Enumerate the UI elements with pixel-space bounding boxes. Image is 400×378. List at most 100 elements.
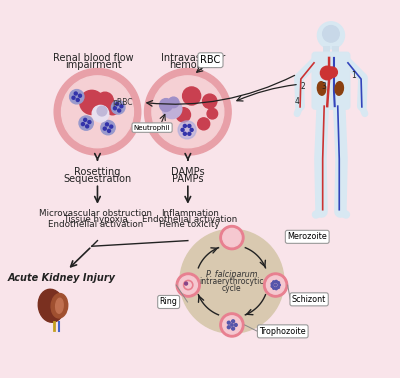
Ellipse shape bbox=[335, 82, 344, 95]
Circle shape bbox=[271, 283, 273, 285]
Text: Schizont: Schizont bbox=[292, 295, 326, 304]
Text: Endothelial activation: Endothelial activation bbox=[48, 220, 143, 229]
Text: Tissue hypoxia: Tissue hypoxia bbox=[63, 215, 128, 224]
Circle shape bbox=[198, 118, 210, 130]
Text: PAMPs: PAMPs bbox=[172, 174, 204, 184]
Circle shape bbox=[178, 121, 196, 139]
Text: Inflammation: Inflammation bbox=[161, 209, 219, 218]
Text: DAMPs: DAMPs bbox=[171, 167, 205, 177]
Circle shape bbox=[160, 99, 172, 112]
Text: Trophozoite: Trophozoite bbox=[260, 327, 306, 336]
Circle shape bbox=[181, 129, 184, 132]
Circle shape bbox=[144, 68, 231, 155]
Circle shape bbox=[182, 87, 201, 105]
Circle shape bbox=[318, 22, 344, 49]
Text: RBC: RBC bbox=[200, 55, 220, 65]
Circle shape bbox=[97, 106, 107, 116]
Circle shape bbox=[118, 109, 121, 112]
Circle shape bbox=[106, 101, 119, 115]
Ellipse shape bbox=[317, 82, 326, 95]
Circle shape bbox=[227, 326, 230, 328]
Text: impairment: impairment bbox=[65, 60, 122, 70]
Circle shape bbox=[70, 90, 84, 104]
Circle shape bbox=[92, 105, 109, 122]
Circle shape bbox=[327, 67, 337, 77]
Circle shape bbox=[101, 121, 115, 135]
Circle shape bbox=[231, 324, 233, 326]
Circle shape bbox=[274, 284, 277, 286]
Circle shape bbox=[223, 228, 241, 247]
Circle shape bbox=[97, 92, 113, 109]
Text: P. falciparum: P. falciparum bbox=[206, 270, 258, 279]
Text: hemolysis: hemolysis bbox=[169, 60, 218, 70]
Text: Acute Kidney Injury: Acute Kidney Injury bbox=[8, 273, 116, 283]
Circle shape bbox=[323, 26, 339, 42]
Circle shape bbox=[106, 123, 108, 126]
Text: 2: 2 bbox=[300, 82, 305, 91]
Circle shape bbox=[176, 108, 190, 122]
Text: Intravascular: Intravascular bbox=[161, 53, 226, 64]
Circle shape bbox=[202, 94, 217, 108]
Circle shape bbox=[120, 105, 123, 108]
Circle shape bbox=[152, 76, 224, 148]
Circle shape bbox=[116, 102, 119, 105]
Circle shape bbox=[220, 313, 244, 337]
Circle shape bbox=[277, 286, 280, 288]
Circle shape bbox=[82, 122, 84, 125]
Circle shape bbox=[188, 124, 191, 127]
Circle shape bbox=[220, 226, 244, 249]
Circle shape bbox=[275, 288, 277, 290]
Text: 4: 4 bbox=[295, 97, 300, 106]
Circle shape bbox=[183, 132, 186, 135]
Circle shape bbox=[278, 284, 280, 286]
Circle shape bbox=[112, 101, 125, 114]
Circle shape bbox=[185, 282, 188, 285]
Circle shape bbox=[88, 121, 91, 124]
Text: 1: 1 bbox=[351, 71, 356, 80]
Circle shape bbox=[176, 273, 200, 297]
Circle shape bbox=[54, 68, 141, 155]
Circle shape bbox=[277, 282, 280, 284]
Circle shape bbox=[275, 280, 277, 283]
Circle shape bbox=[78, 94, 82, 97]
Circle shape bbox=[271, 285, 273, 287]
Circle shape bbox=[320, 66, 334, 80]
Circle shape bbox=[223, 316, 241, 334]
Circle shape bbox=[232, 320, 234, 323]
Circle shape bbox=[227, 321, 230, 324]
Text: Microvascular obstruction: Microvascular obstruction bbox=[39, 209, 152, 218]
Circle shape bbox=[180, 229, 284, 333]
Text: Sequestration: Sequestration bbox=[63, 174, 132, 184]
Text: cycle: cycle bbox=[222, 284, 242, 293]
Circle shape bbox=[179, 276, 197, 294]
Text: Merozoite: Merozoite bbox=[287, 232, 327, 241]
Circle shape bbox=[103, 127, 106, 130]
Circle shape bbox=[72, 96, 75, 99]
Circle shape bbox=[188, 132, 191, 135]
Text: Rosetting: Rosetting bbox=[74, 167, 121, 177]
Circle shape bbox=[234, 324, 237, 326]
Ellipse shape bbox=[51, 294, 68, 318]
Circle shape bbox=[266, 276, 285, 294]
Circle shape bbox=[168, 97, 179, 108]
Text: Heme toxicity: Heme toxicity bbox=[160, 220, 220, 229]
Circle shape bbox=[264, 273, 288, 297]
Circle shape bbox=[74, 92, 77, 95]
Ellipse shape bbox=[56, 298, 63, 313]
Circle shape bbox=[162, 99, 182, 119]
Circle shape bbox=[86, 125, 89, 128]
Circle shape bbox=[110, 125, 113, 128]
Text: intraerythrocytic: intraerythrocytic bbox=[200, 277, 264, 286]
Circle shape bbox=[273, 281, 275, 283]
Circle shape bbox=[183, 124, 186, 127]
Text: 3: 3 bbox=[321, 82, 326, 91]
Text: Renal blood flow: Renal blood flow bbox=[53, 53, 134, 64]
Circle shape bbox=[207, 108, 218, 119]
Circle shape bbox=[108, 129, 110, 132]
Text: Endothelial activation: Endothelial activation bbox=[142, 215, 237, 224]
Circle shape bbox=[273, 287, 275, 289]
FancyBboxPatch shape bbox=[312, 52, 350, 109]
Circle shape bbox=[232, 327, 234, 330]
Circle shape bbox=[190, 129, 193, 132]
Circle shape bbox=[62, 76, 134, 148]
